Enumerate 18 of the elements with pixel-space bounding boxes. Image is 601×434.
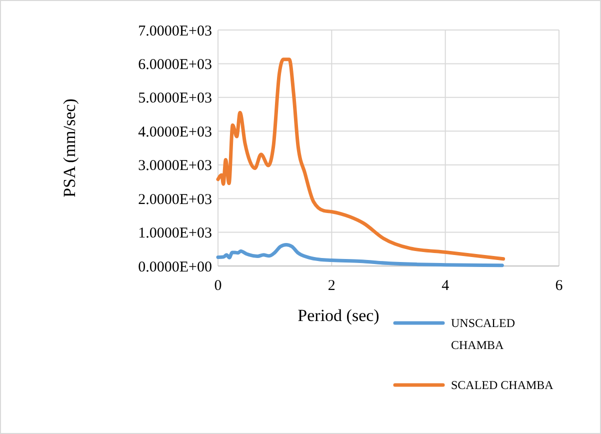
y-tick-label: 0.0000E+00 xyxy=(138,259,212,276)
legend-label: SCALED CHAMBA xyxy=(451,378,554,392)
y-axis-title: PSA (mm/sec) xyxy=(60,98,79,198)
x-tick-label: 6 xyxy=(555,278,564,294)
x-tick-label: 2 xyxy=(328,278,336,294)
y-tick-label: 3.0000E+03 xyxy=(138,158,212,174)
x-tick-label: 0 xyxy=(214,278,222,294)
y-tick-label: 1.0000E+03 xyxy=(138,226,212,242)
x-tick-label: 4 xyxy=(442,278,450,294)
line-series xyxy=(216,58,506,261)
legend-label: UNSCALED CHAMBA xyxy=(451,316,516,352)
y-tick-label: 7.0000E+03 xyxy=(138,23,212,40)
x-axis-title: Period (sec) xyxy=(298,306,380,325)
y-tick-label: 5.0000E+03 xyxy=(138,90,212,107)
y-tick-label: 4.0000E+03 xyxy=(138,124,212,140)
line-series xyxy=(216,243,504,268)
y-tick-label: 6.0000E+03 xyxy=(138,56,212,73)
y-tick-label: 2.0000E+03 xyxy=(138,192,212,208)
